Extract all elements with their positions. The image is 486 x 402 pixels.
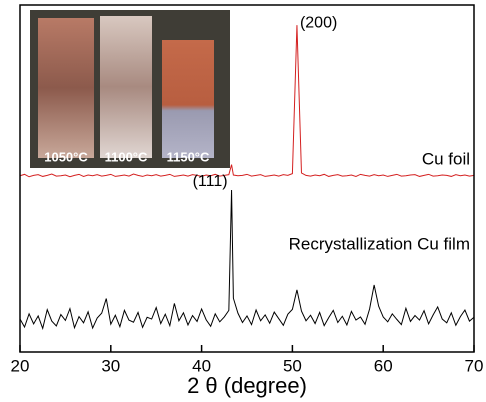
x-tick-label: 20 xyxy=(11,356,30,375)
peak-label: (200) xyxy=(300,14,337,31)
x-tick-label: 70 xyxy=(465,356,484,375)
series-name: Recrystallization Cu film xyxy=(289,234,470,253)
inset-label: 1150°C xyxy=(167,149,210,164)
plot-frame xyxy=(19,4,475,353)
x-axis-label: 2 θ (degree) xyxy=(187,373,307,398)
series-line xyxy=(19,25,475,178)
x-tick-label: 60 xyxy=(374,356,393,375)
inset-label: 1100°C xyxy=(105,149,148,164)
inset-label: 1050°C xyxy=(44,149,88,164)
x-tick-label: 50 xyxy=(283,356,302,375)
peak-label: (111) xyxy=(193,173,228,190)
series-name: Cu foil xyxy=(422,149,470,168)
x-tick-label: 40 xyxy=(192,356,211,375)
x-tick-label: 30 xyxy=(101,356,120,375)
inset-photo xyxy=(30,10,230,168)
series-line xyxy=(19,189,475,331)
